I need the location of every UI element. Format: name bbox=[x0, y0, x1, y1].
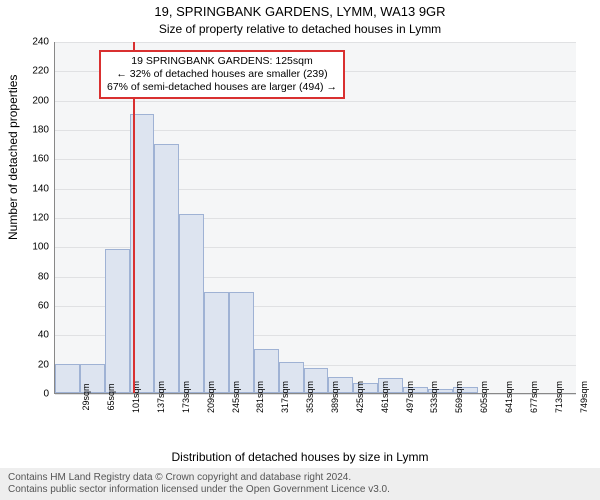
x-tick-label: 713sqm bbox=[540, 381, 564, 413]
x-tick-label: 209sqm bbox=[192, 381, 216, 413]
y-tick-label: 220 bbox=[32, 66, 49, 77]
histogram-bar bbox=[204, 292, 229, 393]
y-tick-label: 40 bbox=[38, 330, 49, 341]
x-tick-label: 281sqm bbox=[241, 381, 265, 413]
annotation-line: ← 32% of detached houses are smaller (23… bbox=[107, 68, 337, 81]
x-tick-label: 425sqm bbox=[341, 381, 365, 413]
x-tick-label: 389sqm bbox=[316, 381, 340, 413]
footer-attribution: Contains HM Land Registry data © Crown c… bbox=[0, 468, 600, 500]
x-tick-label: 101sqm bbox=[117, 381, 141, 413]
annotation-box: 19 SPRINGBANK GARDENS: 125sqm← 32% of de… bbox=[99, 50, 345, 99]
y-tick-label: 0 bbox=[43, 389, 49, 400]
y-tick-label: 140 bbox=[32, 183, 49, 194]
x-tick-label: 497sqm bbox=[391, 381, 415, 413]
x-tick-label: 29sqm bbox=[67, 383, 91, 410]
x-tick-label: 317sqm bbox=[266, 381, 290, 413]
page-subtitle: Size of property relative to detached ho… bbox=[0, 22, 600, 36]
y-axis-label: Number of detached properties bbox=[6, 75, 20, 240]
x-tick-label: 569sqm bbox=[440, 381, 464, 413]
histogram-bar bbox=[179, 214, 204, 393]
x-tick-label: 605sqm bbox=[465, 381, 489, 413]
y-tick-label: 160 bbox=[32, 154, 49, 165]
x-tick-label: 245sqm bbox=[217, 381, 241, 413]
y-tick-label: 240 bbox=[32, 37, 49, 48]
x-tick-label: 173sqm bbox=[167, 381, 191, 413]
x-tick-label: 137sqm bbox=[142, 381, 166, 413]
histogram-bar bbox=[154, 144, 179, 393]
y-tick-label: 100 bbox=[32, 242, 49, 253]
x-tick-label: 749sqm bbox=[565, 381, 589, 413]
y-tick-label: 20 bbox=[38, 359, 49, 370]
x-tick-label: 641sqm bbox=[490, 381, 514, 413]
x-tick-label: 533sqm bbox=[415, 381, 439, 413]
x-tick-label: 461sqm bbox=[366, 381, 390, 413]
footer-line-2: Contains public sector information licen… bbox=[8, 484, 592, 496]
x-axis-label: Distribution of detached houses by size … bbox=[0, 450, 600, 464]
y-tick-label: 200 bbox=[32, 95, 49, 106]
histogram-bar bbox=[105, 249, 130, 393]
x-tick-label: 677sqm bbox=[515, 381, 539, 413]
histogram-plot: 02040608010012014016018020022024029sqm65… bbox=[54, 42, 576, 394]
annotation-line: 67% of semi-detached houses are larger (… bbox=[107, 81, 337, 94]
y-tick-label: 120 bbox=[32, 213, 49, 224]
x-tick-label: 65sqm bbox=[92, 383, 116, 410]
annotation-line: 19 SPRINGBANK GARDENS: 125sqm bbox=[107, 55, 337, 68]
y-tick-label: 180 bbox=[32, 125, 49, 136]
y-tick-label: 80 bbox=[38, 271, 49, 282]
page-title: 19, SPRINGBANK GARDENS, LYMM, WA13 9GR bbox=[0, 4, 600, 19]
footer-line-1: Contains HM Land Registry data © Crown c… bbox=[8, 472, 592, 484]
x-tick-label: 353sqm bbox=[291, 381, 315, 413]
histogram-bar bbox=[229, 292, 254, 393]
y-tick-label: 60 bbox=[38, 301, 49, 312]
